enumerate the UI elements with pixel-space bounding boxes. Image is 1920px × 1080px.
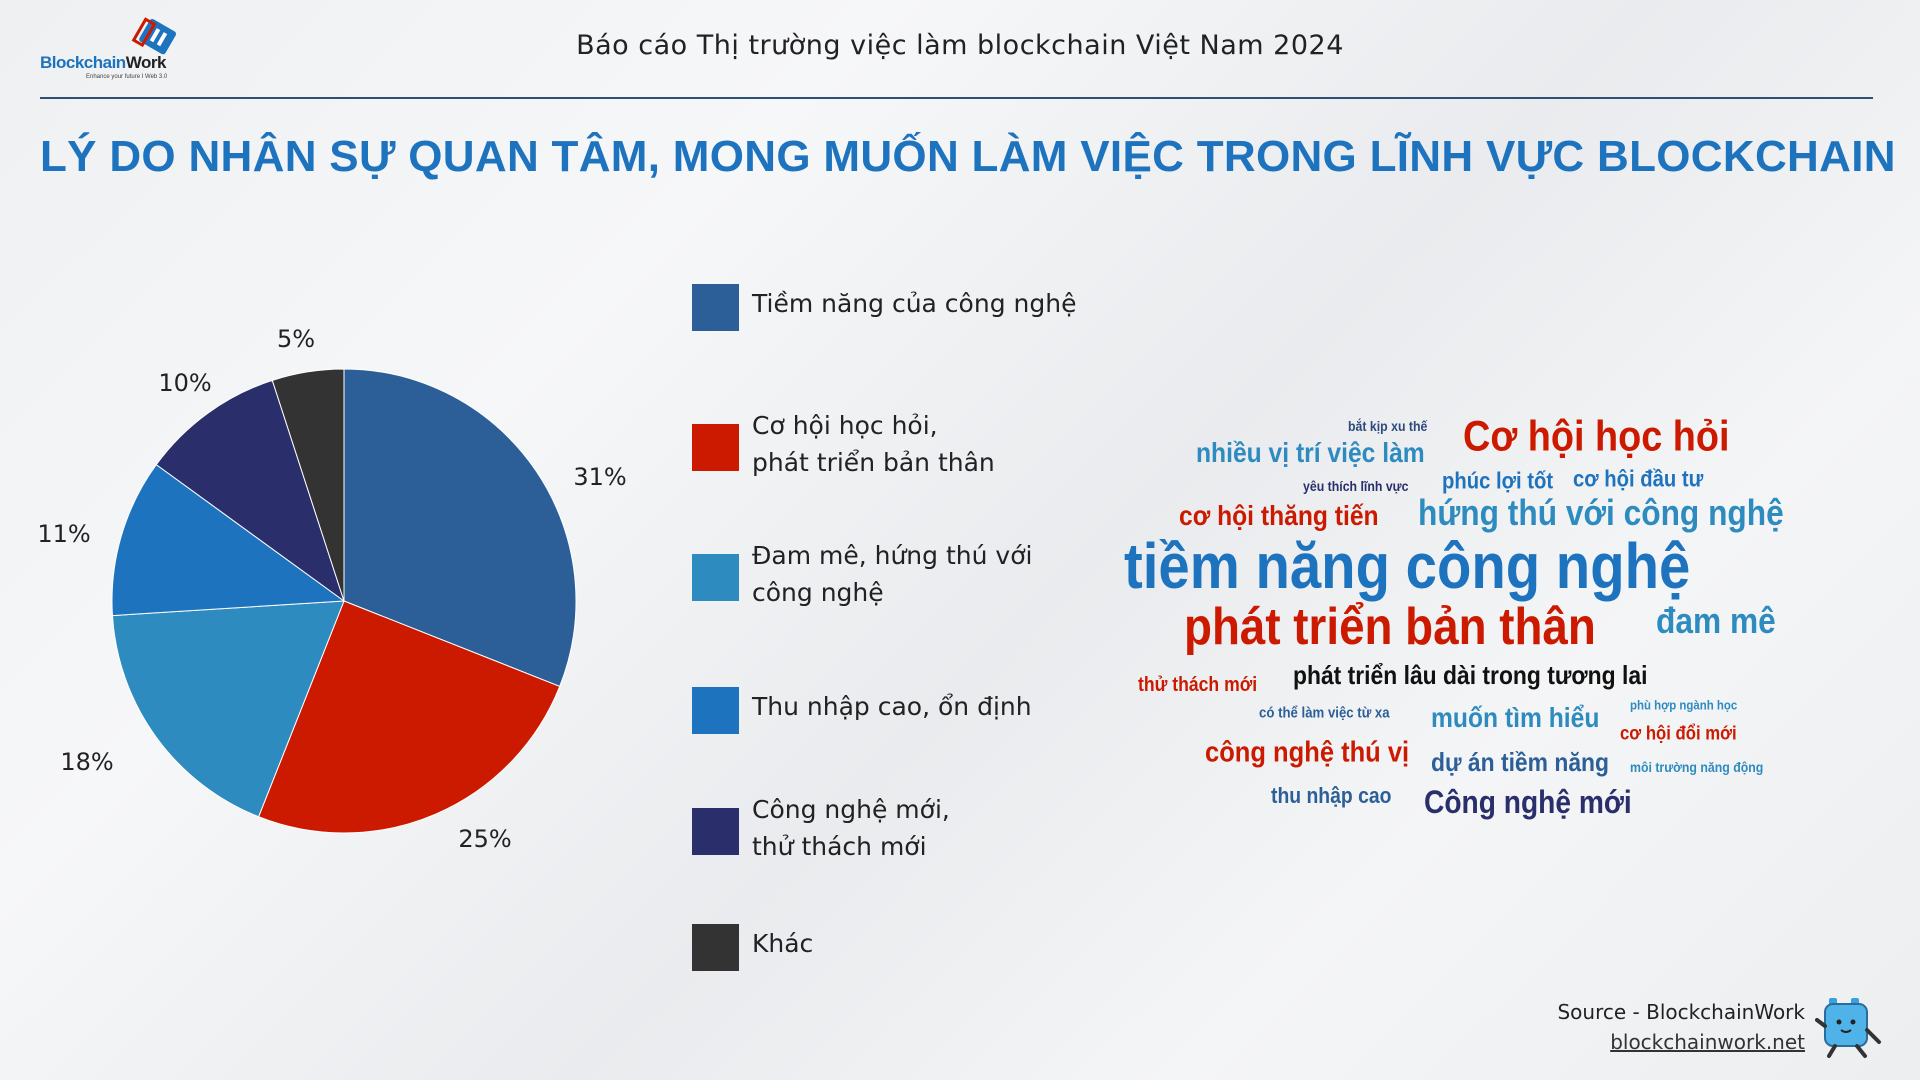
header-divider	[40, 97, 1873, 99]
legend-label: Tiềm năng của công nghệ	[752, 289, 1077, 318]
source-text: Source - BlockchainWork	[1557, 1000, 1805, 1024]
pie-slice	[155, 379, 345, 603]
pie-slice	[111, 463, 346, 617]
pie-slice-label: 10%	[158, 369, 212, 397]
report-title: Báo cáo Thị trường việc làm blockchain V…	[576, 30, 1344, 61]
legend-label: Thu nhập cao, ổn định	[752, 692, 1032, 721]
word-cloud-word: phát triển lâu dài trong tương lai	[1293, 660, 1648, 690]
word-cloud-word: muốn tìm hiểu	[1431, 702, 1600, 733]
pie-slice-label: 18%	[60, 748, 114, 776]
word-cloud-word: Cơ hội học hỏi	[1463, 412, 1730, 461]
word-cloud-word: yêu thích lĩnh vực	[1303, 478, 1409, 494]
legend-swatch	[692, 808, 739, 855]
word-cloud-word: cơ hội đổi mới	[1620, 723, 1737, 745]
pie-slice-label: 31%	[573, 463, 627, 491]
logo-wordmark: BlockchainWork	[40, 53, 166, 72]
legend-swatch	[692, 687, 739, 734]
pie-slice	[257, 600, 561, 834]
legend-swatch	[692, 554, 739, 601]
pie-chart	[111, 368, 577, 834]
legend-swatch	[692, 284, 739, 331]
word-cloud-word: nhiều vị trí việc làm	[1196, 437, 1425, 468]
pie-slice	[271, 368, 345, 602]
pie-slice-label: 11%	[37, 520, 91, 548]
legend-swatch	[692, 924, 739, 971]
legend-label: Cơ hội học hỏi, phát triển bản thân	[752, 411, 995, 477]
word-cloud-word: môi trường năng động	[1630, 759, 1764, 775]
logo-tagline: Enhance your future I Web 3.0	[86, 74, 168, 80]
legend-label: Đam mê, hứng thú với công nghệ	[752, 541, 1033, 607]
word-cloud-word: tiềm năng công nghệ	[1124, 530, 1691, 602]
word-cloud-word: cơ hội đầu tư	[1573, 465, 1704, 492]
pie-slice	[111, 600, 345, 818]
pie-slice	[343, 368, 577, 688]
robot-mascot-icon	[1815, 998, 1881, 1058]
word-cloud-word: thử thách mới	[1138, 674, 1258, 696]
word-cloud-word: cơ hội thăng tiến	[1179, 500, 1379, 531]
word-cloud-word: hứng thú với công nghệ	[1418, 492, 1784, 533]
word-cloud-word: phù hợp ngành học	[1630, 697, 1738, 713]
page-title: LÝ DO NHÂN SỰ QUAN TÂM, MONG MUỐN LÀM VI…	[40, 132, 1896, 181]
legend-swatch	[692, 424, 739, 471]
pie-slice-label: 25%	[458, 825, 512, 853]
website-link[interactable]: blockchainwork.net	[1610, 1030, 1805, 1054]
legend-label: Khác	[752, 929, 814, 958]
word-cloud-word: phát triển bản thân	[1184, 598, 1596, 656]
pie-slice-label: 5%	[276, 325, 316, 353]
word-cloud-word: phúc lợi tốt	[1442, 467, 1554, 494]
word-cloud-word: đam mê	[1656, 600, 1776, 641]
word-cloud-word: bắt kịp xu thế	[1348, 418, 1428, 434]
word-cloud-word: có thể làm việc từ xa	[1259, 704, 1390, 722]
legend-label: Công nghệ mới, thử thách mới	[752, 795, 950, 861]
word-cloud-word: Công nghệ mới	[1424, 784, 1632, 820]
blockchainwork-logo-icon	[131, 17, 177, 55]
word-cloud-word: công nghệ thú vị	[1205, 736, 1410, 769]
word-cloud-word: dự án tiềm năng	[1431, 747, 1610, 777]
word-cloud-word: thu nhập cao	[1271, 783, 1392, 808]
